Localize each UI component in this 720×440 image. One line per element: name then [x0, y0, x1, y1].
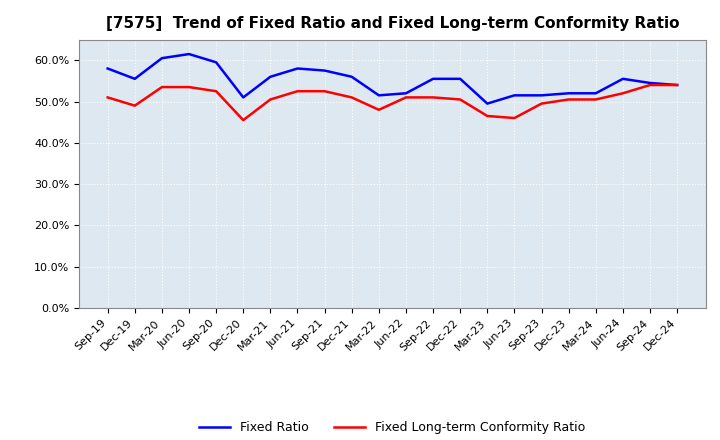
Fixed Long-term Conformity Ratio	[456, 97, 464, 102]
Fixed Ratio	[510, 93, 518, 98]
Fixed Long-term Conformity Ratio	[402, 95, 410, 100]
Fixed Ratio	[130, 76, 139, 81]
Fixed Ratio	[320, 68, 329, 73]
Fixed Ratio	[456, 76, 464, 81]
Fixed Ratio	[646, 81, 654, 86]
Fixed Ratio	[348, 74, 356, 79]
Fixed Long-term Conformity Ratio	[104, 95, 112, 100]
Fixed Ratio	[428, 76, 437, 81]
Fixed Long-term Conformity Ratio	[266, 97, 275, 102]
Title: [7575]  Trend of Fixed Ratio and Fixed Long-term Conformity Ratio: [7575] Trend of Fixed Ratio and Fixed Lo…	[106, 16, 679, 32]
Fixed Long-term Conformity Ratio	[428, 95, 437, 100]
Fixed Ratio	[104, 66, 112, 71]
Fixed Ratio	[185, 51, 194, 57]
Fixed Ratio	[212, 60, 220, 65]
Fixed Long-term Conformity Ratio	[185, 84, 194, 90]
Legend: Fixed Ratio, Fixed Long-term Conformity Ratio: Fixed Ratio, Fixed Long-term Conformity …	[194, 416, 590, 439]
Fixed Ratio	[402, 91, 410, 96]
Line: Fixed Ratio: Fixed Ratio	[108, 54, 677, 103]
Fixed Long-term Conformity Ratio	[510, 115, 518, 121]
Fixed Long-term Conformity Ratio	[537, 101, 546, 106]
Fixed Ratio	[618, 76, 627, 81]
Fixed Long-term Conformity Ratio	[374, 107, 383, 113]
Fixed Ratio	[239, 95, 248, 100]
Fixed Long-term Conformity Ratio	[348, 95, 356, 100]
Fixed Long-term Conformity Ratio	[564, 97, 573, 102]
Fixed Ratio	[537, 93, 546, 98]
Fixed Ratio	[591, 91, 600, 96]
Fixed Long-term Conformity Ratio	[293, 88, 302, 94]
Fixed Ratio	[564, 91, 573, 96]
Fixed Ratio	[293, 66, 302, 71]
Fixed Ratio	[266, 74, 275, 79]
Fixed Long-term Conformity Ratio	[130, 103, 139, 108]
Fixed Long-term Conformity Ratio	[212, 88, 220, 94]
Line: Fixed Long-term Conformity Ratio: Fixed Long-term Conformity Ratio	[108, 85, 677, 120]
Fixed Long-term Conformity Ratio	[646, 82, 654, 88]
Fixed Long-term Conformity Ratio	[320, 88, 329, 94]
Fixed Ratio	[158, 55, 166, 61]
Fixed Long-term Conformity Ratio	[618, 91, 627, 96]
Fixed Long-term Conformity Ratio	[483, 114, 492, 119]
Fixed Long-term Conformity Ratio	[672, 82, 681, 88]
Fixed Long-term Conformity Ratio	[591, 97, 600, 102]
Fixed Ratio	[672, 82, 681, 88]
Fixed Ratio	[483, 101, 492, 106]
Fixed Long-term Conformity Ratio	[158, 84, 166, 90]
Fixed Long-term Conformity Ratio	[239, 117, 248, 123]
Fixed Ratio	[374, 93, 383, 98]
